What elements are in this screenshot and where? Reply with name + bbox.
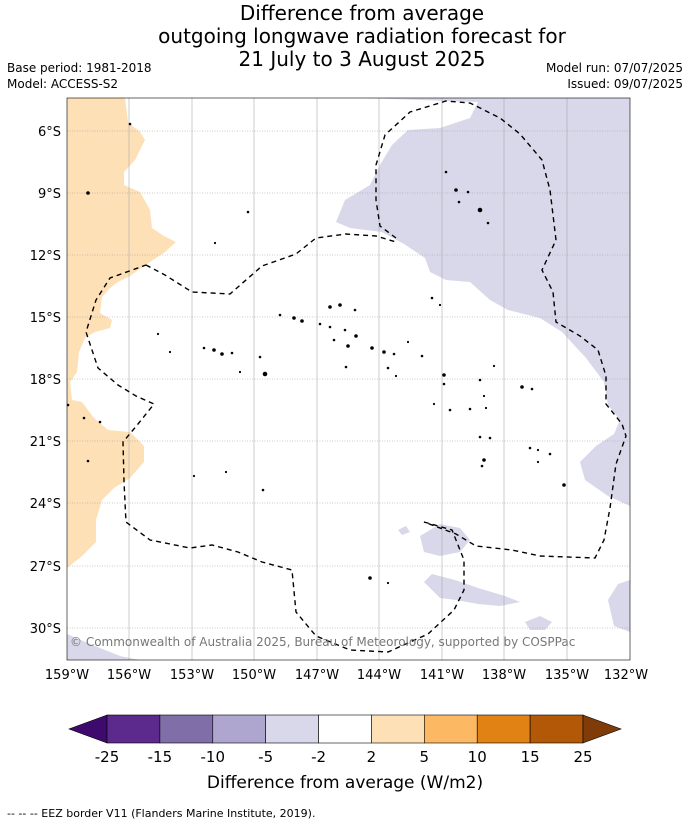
negative-anomaly-blob-5 xyxy=(608,580,630,632)
meta-left: Base period: 1981-2018 Model: ACCESS-S2 xyxy=(7,60,152,92)
positive-anomaly-region xyxy=(67,98,176,568)
colorbar-tick-label: 25 xyxy=(573,748,592,766)
colorbar-segment xyxy=(318,714,372,744)
colorbar-tick-label: 5 xyxy=(420,748,430,766)
colorbar-segment xyxy=(265,714,319,744)
map-area: © Commonwealth of Australia 2025, Bureau… xyxy=(67,98,630,660)
negative-anomaly-blob-2 xyxy=(424,574,520,606)
copyright-text: © Commonwealth of Australia 2025, Bureau… xyxy=(70,635,575,649)
negative-anomaly-blob-3 xyxy=(398,526,410,535)
negative-anomaly-region-north xyxy=(336,98,630,506)
lon-label: 135°W xyxy=(545,668,589,683)
lat-label: 21°S xyxy=(30,435,61,450)
lon-label: 159°W xyxy=(45,668,89,683)
colorbar-segment xyxy=(106,714,161,744)
colorbar-tick-label: 10 xyxy=(468,748,487,766)
colorbar-segment xyxy=(529,714,584,744)
lat-labels: 6°S 9°S 12°S 15°S 18°S 21°S 24°S 27°S 30… xyxy=(30,125,61,637)
islands xyxy=(67,122,566,585)
lon-label: 132°W xyxy=(604,668,648,683)
negative-anomaly-blob-4 xyxy=(525,616,552,630)
model-run: Model run: 07/07/2025 xyxy=(545,61,683,75)
meridian-lines xyxy=(128,98,568,660)
colorbar-tick-label: -5 xyxy=(258,748,273,766)
colorbar-tick-label: 2 xyxy=(367,748,377,766)
map-figure: © Commonwealth of Australia 2025, Bureau… xyxy=(30,97,648,793)
colorbar-segment xyxy=(476,714,531,744)
map-border xyxy=(66,97,631,661)
colorbar-tick-label: -25 xyxy=(95,748,120,766)
negative-anomaly-blob-1 xyxy=(420,524,470,556)
colorbar-tick-label: 15 xyxy=(521,748,540,766)
lat-label: 18°S xyxy=(30,373,61,388)
colorbar-segment xyxy=(424,714,478,744)
colorbar-label: Difference from average (W/m2) xyxy=(207,773,483,793)
lon-label: 153°W xyxy=(170,668,214,683)
issued-date: Issued: 09/07/2025 xyxy=(567,77,683,91)
lon-label: 141°W xyxy=(420,668,464,683)
lon-label: 138°W xyxy=(482,668,526,683)
eez-border-loop xyxy=(85,264,465,653)
chart-title: Difference from average outgoing longwav… xyxy=(0,2,690,71)
colorbar-extend-high xyxy=(582,714,622,744)
colorbar-segment xyxy=(159,714,214,744)
colorbar-segment xyxy=(371,714,425,744)
lat-label: 15°S xyxy=(30,311,61,326)
colorbar-tick-label: -10 xyxy=(201,748,226,766)
lat-label: 9°S xyxy=(38,187,61,202)
lat-label: 12°S xyxy=(30,249,61,264)
lon-label: 147°W xyxy=(295,668,339,683)
lat-label: 6°S xyxy=(38,125,61,140)
colorbar-extend-low xyxy=(68,714,108,744)
colorbar-segment xyxy=(212,714,266,744)
eez-border-top xyxy=(145,233,397,295)
lat-label: 24°S xyxy=(30,497,61,512)
title-line-2: outgoing longwave radiation forecast for xyxy=(158,24,566,48)
lon-label: 156°W xyxy=(107,668,151,683)
base-period: Base period: 1981-2018 xyxy=(7,61,152,75)
meta-right: Model run: 07/07/2025 Issued: 09/07/2025 xyxy=(546,60,683,92)
title-line-3: 21 July to 3 August 2025 xyxy=(238,47,486,71)
eez-border-main xyxy=(375,100,627,559)
colorbar-tick-label: -15 xyxy=(148,748,173,766)
lon-label: 144°W xyxy=(357,668,401,683)
model-name: Model: ACCESS-S2 xyxy=(7,77,119,91)
lat-label: 30°S xyxy=(30,622,61,637)
colorbar-tick-label: -2 xyxy=(311,748,326,766)
negative-anomaly-blob-6 xyxy=(67,634,140,660)
lat-label: 27°S xyxy=(30,560,61,575)
lon-labels: 159°W 156°W 153°W 150°W 147°W 144°W 141°… xyxy=(45,668,648,683)
eez-legend: -- -- -- EEZ border V11 (Flanders Marine… xyxy=(7,807,316,820)
lon-label: 150°W xyxy=(232,668,276,683)
colorbar: -25 -15 -10 -5 -2 2 5 10 15 25 xyxy=(68,714,622,766)
title-line-1: Difference from average xyxy=(239,1,485,25)
